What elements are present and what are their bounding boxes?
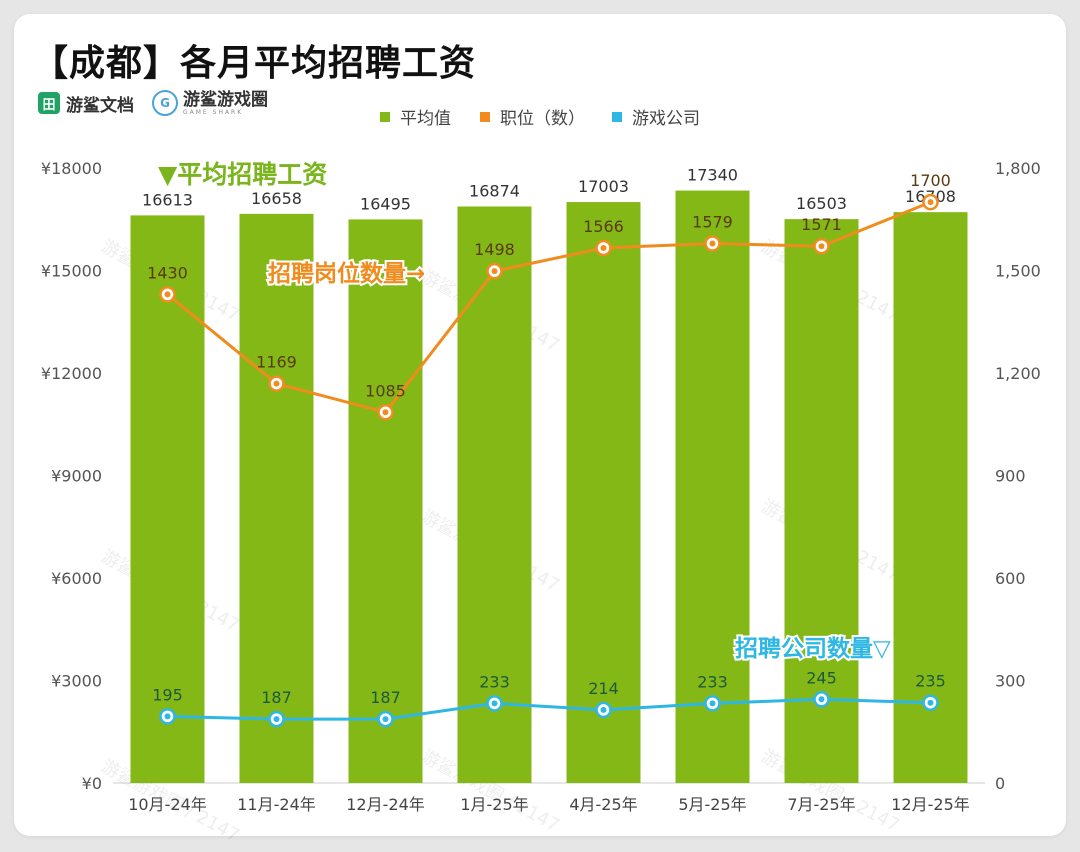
positions-point-core xyxy=(709,240,716,247)
companies-value-label: 245 xyxy=(806,668,837,687)
positions-point-core xyxy=(491,268,498,275)
positions-value-label: 1169 xyxy=(256,353,297,372)
y-left-tick-label: ¥18000 xyxy=(41,159,102,178)
doc-logo-icon: 田 xyxy=(38,92,60,114)
x-tick-label: 10月-24年 xyxy=(128,795,207,814)
chart-title: 【成都】各月平均招聘工资 xyxy=(32,43,477,84)
positions-value-label: 1700 xyxy=(910,171,951,190)
bar-value-label: 16613 xyxy=(142,190,193,209)
game-logo-name: 游鲨游戏圈 xyxy=(183,89,268,110)
companies-point-core xyxy=(164,713,171,720)
bar-value-label: 16495 xyxy=(360,194,411,213)
bar-average xyxy=(130,215,205,783)
y-right-tick-label: 900 xyxy=(995,467,1026,486)
companies-value-label: 214 xyxy=(588,679,619,698)
bar-value-label: 16874 xyxy=(469,181,520,200)
legend-label-positions: 职位（数） xyxy=(500,109,585,129)
y-right-tick-label: 1,500 xyxy=(995,262,1041,281)
companies-annotation: 招聘公司数量▽ xyxy=(735,635,891,662)
positions-value-label: 1566 xyxy=(583,217,624,236)
bar-value-label: 17003 xyxy=(578,177,629,196)
game-logo-icon: G xyxy=(152,90,178,116)
y-right-tick-label: 300 xyxy=(995,672,1026,691)
y-right-tick-label: 600 xyxy=(995,569,1026,588)
companies-value-label: 235 xyxy=(915,672,946,691)
salary-annotation: ▼平均招聘工资 xyxy=(158,160,327,189)
companies-value-label: 233 xyxy=(479,672,510,691)
x-tick-label: 11月-24年 xyxy=(237,795,316,814)
companies-value-label: 187 xyxy=(261,688,292,707)
positions-point-core xyxy=(273,380,280,387)
companies-point-core xyxy=(927,699,934,706)
positions-annotation: 招聘岗位数量→ xyxy=(268,260,425,287)
legend-swatch-positions xyxy=(480,111,490,122)
x-tick-label: 1月-25年 xyxy=(460,795,528,814)
positions-point-core xyxy=(927,199,934,206)
y-left-tick-label: ¥9000 xyxy=(51,467,102,486)
positions-point-core xyxy=(818,243,825,250)
legend-item-average: 平均值 xyxy=(380,104,451,129)
bar-average xyxy=(784,219,859,783)
positions-point-core xyxy=(382,409,389,416)
companies-point-core xyxy=(818,696,825,703)
positions-point-core xyxy=(600,244,607,251)
companies-value-label: 187 xyxy=(370,688,401,707)
companies-value-label: 233 xyxy=(697,672,728,691)
game-logo-sub: GAME SHARK xyxy=(183,108,244,116)
x-tick-label: 7月-25年 xyxy=(787,795,855,814)
legend-swatch-companies xyxy=(612,111,622,122)
bar-value-label: 17340 xyxy=(687,166,738,185)
x-tick-label: 4月-25年 xyxy=(569,795,637,814)
companies-line xyxy=(167,697,931,721)
bar-average xyxy=(893,212,968,784)
x-tick-label: 12月-24年 xyxy=(346,795,425,814)
legend-label-companies: 游戏公司 xyxy=(632,109,700,129)
positions-value-label: 1498 xyxy=(474,240,515,259)
bar-average xyxy=(675,190,750,784)
companies-point-core xyxy=(273,716,280,723)
y-left-tick-label: ¥6000 xyxy=(51,569,102,588)
bar-average xyxy=(239,213,314,783)
bar-average xyxy=(566,202,641,784)
x-tick-label: 12月-25年 xyxy=(891,795,970,814)
y-right-tick-label: 1,800 xyxy=(995,159,1041,178)
legend-swatch-average xyxy=(380,111,390,122)
positions-point-core xyxy=(164,291,171,298)
doc-logo-text: 游鲨文档 xyxy=(66,95,134,116)
y-left-tick-label: ¥3000 xyxy=(51,672,102,691)
companies-point-core xyxy=(491,700,498,707)
y-left-tick-label: ¥0 xyxy=(82,774,102,793)
positions-value-label: 1430 xyxy=(147,263,188,282)
brand-logos: 田 游鲨文档 G 游鲨游戏圈 GAME SHARK xyxy=(38,90,268,116)
game-logo-text: 游鲨游戏圈 GAME SHARK xyxy=(183,91,268,116)
y-right-tick-label: 1,200 xyxy=(995,364,1041,383)
bar-value-label: 16658 xyxy=(251,189,302,208)
x-tick-label: 5月-25年 xyxy=(678,795,746,814)
bar-average xyxy=(348,219,423,783)
companies-value-label: 195 xyxy=(152,685,183,704)
positions-line xyxy=(166,200,932,414)
legend-item-companies: 游戏公司 xyxy=(612,104,700,129)
positions-value-label: 1571 xyxy=(801,215,842,234)
bar-value-label: 16503 xyxy=(796,194,847,213)
y-left-tick-label: ¥15000 xyxy=(41,262,102,281)
companies-point-core xyxy=(600,706,607,713)
companies-point-core xyxy=(709,700,716,707)
legend-label-average: 平均值 xyxy=(400,109,451,129)
legend-item-positions: 职位（数） xyxy=(480,104,585,129)
y-right-tick-label: 0 xyxy=(995,774,1005,793)
companies-point-core xyxy=(382,716,389,723)
positions-value-label: 1579 xyxy=(692,213,733,232)
y-left-tick-label: ¥12000 xyxy=(41,364,102,383)
positions-value-label: 1085 xyxy=(365,381,406,400)
